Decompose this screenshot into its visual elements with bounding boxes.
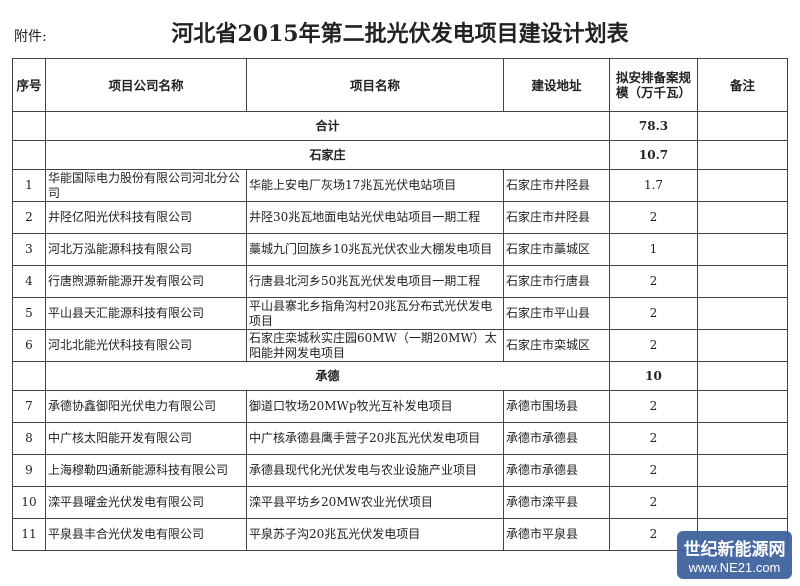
- row-company: 华能国际电力股份有限公司河北分公司: [45, 169, 247, 202]
- table-row: 1 华能国际电力股份有限公司河北分公司 华能上安电厂灰场17兆瓦光伏电站项目 石…: [12, 169, 788, 202]
- row-remark: [697, 329, 788, 362]
- row-scale: 2: [609, 201, 698, 234]
- row-remark: [697, 169, 788, 202]
- row-project: 滦平县平坊乡20MW农业光伏项目: [246, 486, 504, 519]
- row-company: 井陉亿阳光伏科技有限公司: [45, 201, 247, 234]
- header-company: 项目公司名称: [45, 58, 247, 112]
- group-value: 10: [609, 361, 698, 391]
- row-scale: 1.7: [609, 169, 698, 202]
- header-project: 项目名称: [246, 58, 504, 112]
- total-label: 合计: [45, 111, 610, 141]
- row-company: 行唐煦源新能源开发有限公司: [45, 265, 247, 298]
- header-location: 建设地址: [503, 58, 610, 112]
- row-no: 8: [12, 422, 46, 455]
- watermark-logo: 世纪新能源网 www.NE21.com: [677, 531, 792, 579]
- row-scale: 2: [609, 265, 698, 298]
- total-value: 78.3: [609, 111, 698, 141]
- row-no: 9: [12, 454, 46, 487]
- header-scale: 拟安排备案规模（万千瓦）: [609, 58, 698, 112]
- table-row: 10 滦平县曜金光伏发电有限公司 滦平县平坊乡20MW农业光伏项目 承德市滦平县…: [12, 486, 788, 519]
- table-row: 5 平山县天汇能源科技有限公司 平山县寨北乡指角沟村20兆瓦分布式光伏发电项目 …: [12, 297, 788, 330]
- row-no: 2: [12, 201, 46, 234]
- row-remark: [697, 265, 788, 298]
- row-no: 10: [12, 486, 46, 519]
- attachment-label: 附件:: [14, 29, 47, 45]
- group-row: 石家庄 10.7: [12, 140, 788, 170]
- row-company: 河北北能光伏科技有限公司: [45, 329, 247, 362]
- row-scale: 2: [609, 329, 698, 362]
- row-company: 平泉县丰合光伏发电有限公司: [45, 518, 247, 551]
- row-no: 7: [12, 390, 46, 423]
- table-row: 3 河北万泓能源科技有限公司 藁城九门回族乡10兆瓦光伏农业大棚发电项目 石家庄…: [12, 233, 788, 266]
- row-scale: 2: [609, 297, 698, 330]
- row-location: 承德市承德县: [503, 454, 610, 487]
- table-row: 8 中广核太阳能开发有限公司 中广核承德县鹰手营子20兆瓦光伏发电项目 承德市承…: [12, 422, 788, 455]
- row-project: 承德县现代化光伏发电与农业设施产业项目: [246, 454, 504, 487]
- row-location: 石家庄市井陉县: [503, 169, 610, 202]
- row-location: 承德市承德县: [503, 422, 610, 455]
- row-location: 石家庄市行唐县: [503, 265, 610, 298]
- row-location: 石家庄市藁城区: [503, 233, 610, 266]
- row-company: 中广核太阳能开发有限公司: [45, 422, 247, 455]
- row-scale: 2: [609, 454, 698, 487]
- group-name: 石家庄: [45, 140, 610, 170]
- page-title: 河北省2015年第二批光伏发电项目建设计划表: [171, 21, 629, 47]
- table-row: 9 上海穆勒四通新能源科技有限公司 承德县现代化光伏发电与农业设施产业项目 承德…: [12, 454, 788, 487]
- row-location: 承德市平泉县: [503, 518, 610, 551]
- table-header-row: 序号 项目公司名称 项目名称 建设地址 拟安排备案规模（万千瓦） 备注: [12, 58, 788, 112]
- row-company: 上海穆勒四通新能源科技有限公司: [45, 454, 247, 487]
- row-project: 平泉苏子沟20兆瓦光伏发电项目: [246, 518, 504, 551]
- row-scale: 2: [609, 486, 698, 519]
- table-row: 4 行唐煦源新能源开发有限公司 行唐县北河乡50兆瓦光伏发电项目一期工程 石家庄…: [12, 265, 788, 298]
- group-row: 承德 10: [12, 361, 788, 391]
- row-no: 1: [12, 169, 46, 202]
- row-remark: [697, 201, 788, 234]
- row-no: 3: [12, 233, 46, 266]
- row-remark: [697, 486, 788, 519]
- group-name: 承德: [45, 361, 610, 391]
- row-company: 河北万泓能源科技有限公司: [45, 233, 247, 266]
- row-location: 石家庄市井陉县: [503, 201, 610, 234]
- row-project: 藁城九门回族乡10兆瓦光伏农业大棚发电项目: [246, 233, 504, 266]
- table-row: 2 井陉亿阳光伏科技有限公司 井陉30兆瓦地面电站光伏电站项目一期工程 石家庄市…: [12, 201, 788, 234]
- row-remark: [697, 422, 788, 455]
- row-no: 5: [12, 297, 46, 330]
- group-value: 10.7: [609, 140, 698, 170]
- project-table: 序号 项目公司名称 项目名称 建设地址 拟安排备案规模（万千瓦） 备注 合计 7…: [12, 58, 788, 551]
- row-project: 石家庄栾城秋实庄园60MW（一期20MW）太阳能并网发电项目: [246, 329, 504, 362]
- row-company: 滦平县曜金光伏发电有限公司: [45, 486, 247, 519]
- table-row: 11 平泉县丰合光伏发电有限公司 平泉苏子沟20兆瓦光伏发电项目 承德市平泉县 …: [12, 518, 788, 551]
- row-remark: [697, 297, 788, 330]
- header-no: 序号: [12, 58, 46, 112]
- row-project: 御道口牧场20MWp牧光互补发电项目: [246, 390, 504, 423]
- row-no: 4: [12, 265, 46, 298]
- row-scale: 2: [609, 390, 698, 423]
- row-company: 承德协鑫御阳光伏电力有限公司: [45, 390, 247, 423]
- row-no: 11: [12, 518, 46, 551]
- row-scale: 2: [609, 422, 698, 455]
- row-scale: 1: [609, 233, 698, 266]
- row-location: 承德市滦平县: [503, 486, 610, 519]
- row-no: 6: [12, 329, 46, 362]
- total-row: 合计 78.3: [12, 111, 788, 141]
- row-location: 石家庄市平山县: [503, 297, 610, 330]
- header-remark: 备注: [697, 58, 788, 112]
- row-remark: [697, 233, 788, 266]
- row-remark: [697, 390, 788, 423]
- table-row: 7 承德协鑫御阳光伏电力有限公司 御道口牧场20MWp牧光互补发电项目 承德市围…: [12, 390, 788, 423]
- row-location: 承德市围场县: [503, 390, 610, 423]
- row-project: 井陉30兆瓦地面电站光伏电站项目一期工程: [246, 201, 504, 234]
- row-location: 石家庄市栾城区: [503, 329, 610, 362]
- row-project: 平山县寨北乡指角沟村20兆瓦分布式光伏发电项目: [246, 297, 504, 330]
- row-project: 华能上安电厂灰场17兆瓦光伏电站项目: [246, 169, 504, 202]
- watermark-url: www.NE21.com: [688, 560, 781, 575]
- table-row: 6 河北北能光伏科技有限公司 石家庄栾城秋实庄园60MW（一期20MW）太阳能并…: [12, 329, 788, 362]
- row-remark: [697, 454, 788, 487]
- row-company: 平山县天汇能源科技有限公司: [45, 297, 247, 330]
- row-project: 中广核承德县鹰手营子20兆瓦光伏发电项目: [246, 422, 504, 455]
- watermark-name: 世纪新能源网: [683, 540, 786, 560]
- row-project: 行唐县北河乡50兆瓦光伏发电项目一期工程: [246, 265, 504, 298]
